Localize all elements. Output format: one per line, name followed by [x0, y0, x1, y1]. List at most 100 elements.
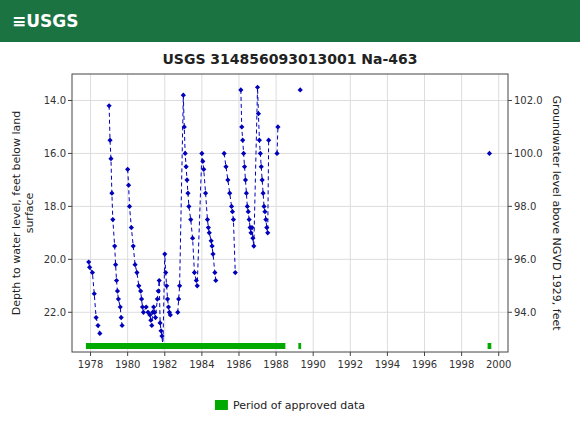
y2-tick: [508, 312, 512, 313]
data-point: [87, 265, 92, 270]
data-point: [275, 124, 280, 129]
x-tick-label: 1996: [412, 359, 437, 370]
data-point: [148, 318, 153, 323]
x-tick: [313, 352, 314, 356]
y2-tick-label: 100.0: [514, 148, 543, 159]
data-point: [114, 278, 119, 283]
data-point: [163, 270, 168, 275]
plot-area: [86, 85, 492, 350]
y-tick-label: 18.0: [44, 201, 66, 212]
data-point: [144, 304, 149, 309]
data-point: [255, 85, 260, 90]
x-tick-label: 2000: [486, 359, 511, 370]
data-point: [86, 259, 91, 264]
data-point: [213, 278, 218, 283]
data-point: [209, 238, 214, 243]
data-point: [113, 262, 118, 267]
plot-frame: [72, 74, 508, 352]
x-tick-label: 1986: [226, 359, 251, 370]
data-point: [247, 217, 252, 222]
data-point: [153, 315, 158, 320]
data-point: [243, 177, 248, 182]
data-point: [260, 177, 265, 182]
x-tick-label: 1990: [300, 359, 325, 370]
data-point: [112, 243, 117, 248]
data-point: [207, 230, 212, 235]
data-point: [141, 310, 146, 315]
data-point: [155, 296, 160, 301]
approved-period: [488, 343, 492, 349]
x-tick-label: 1980: [115, 359, 140, 370]
data-point: [158, 328, 163, 333]
data-point: [175, 310, 180, 315]
data-point: [205, 217, 210, 222]
data-point: [230, 209, 235, 214]
approved-period: [298, 343, 301, 349]
data-point: [222, 151, 227, 156]
y2-tick: [508, 206, 512, 207]
data-point: [200, 159, 205, 164]
data-point: [223, 164, 228, 169]
data-point: [136, 283, 141, 288]
data-point: [157, 278, 162, 283]
data-point: [487, 151, 492, 156]
y-tick: [68, 153, 72, 154]
y2-tick: [508, 100, 512, 101]
data-point: [129, 225, 134, 230]
data-point: [203, 191, 208, 196]
grid-line-x: [313, 74, 314, 352]
data-point: [131, 243, 136, 248]
legend: Period of approved data: [215, 399, 365, 412]
chart: ≡USGSUSGS 314856093013001 Na-46319781980…: [0, 0, 580, 430]
data-point: [251, 243, 256, 248]
x-tick: [387, 352, 388, 356]
data-point: [132, 262, 137, 267]
data-point: [238, 87, 243, 92]
y-tick-label: 20.0: [44, 254, 66, 265]
y-tick: [68, 312, 72, 313]
data-point: [107, 138, 112, 143]
data-point: [192, 270, 197, 275]
data-point: [212, 270, 217, 275]
y-axis-label-line: Depth to water level, feet below land: [10, 111, 23, 316]
data-point: [138, 289, 143, 294]
y2-tick: [508, 153, 512, 154]
grid-line-x: [424, 74, 425, 352]
data-point: [95, 323, 100, 328]
data-point: [168, 312, 173, 317]
data-point: [266, 138, 271, 143]
grid-line-x: [276, 74, 277, 352]
data-point: [248, 230, 253, 235]
y-tick-label: 14.0: [44, 95, 66, 106]
grid-line-x: [127, 74, 128, 352]
x-tick: [424, 352, 425, 356]
x-tick: [461, 352, 462, 356]
data-point: [149, 323, 154, 328]
data-point: [151, 304, 156, 309]
grid-line-y: [72, 206, 508, 207]
x-tick-label: 1994: [375, 359, 400, 370]
x-tick: [238, 352, 239, 356]
data-point: [225, 177, 230, 182]
data-point: [210, 251, 215, 256]
x-tick: [90, 352, 91, 356]
grid-line-y: [72, 100, 508, 101]
data-point: [199, 151, 204, 156]
x-tick-label: 1988: [263, 359, 288, 370]
data-point: [108, 156, 113, 161]
data-point: [158, 320, 163, 325]
legend-swatch: [215, 400, 228, 410]
data-point: [250, 236, 255, 241]
data-point: [127, 204, 132, 209]
grid-line-y: [72, 312, 508, 313]
x-tick-label: 1978: [78, 359, 103, 370]
data-point: [209, 243, 214, 248]
data-point: [195, 283, 200, 288]
data-point: [227, 191, 232, 196]
background: [0, 0, 580, 430]
data-point: [159, 334, 164, 339]
data-point: [239, 124, 244, 129]
data-point: [119, 323, 124, 328]
data-point: [152, 310, 157, 315]
grid-line-x: [164, 74, 165, 352]
